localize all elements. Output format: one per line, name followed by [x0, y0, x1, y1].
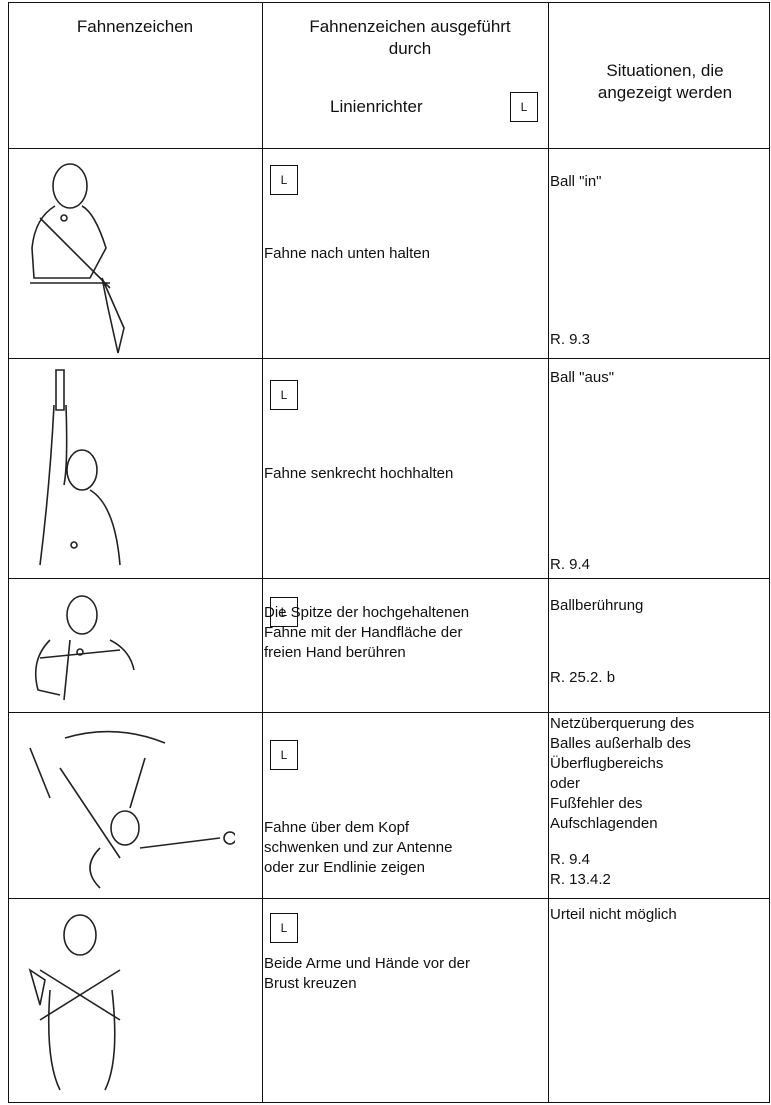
table-border: [8, 2, 9, 1103]
badge: L: [270, 740, 298, 770]
description-line: freien Hand berühren: [264, 644, 406, 661]
flag-signal-illustration: [30, 163, 125, 354]
table-border: [8, 712, 770, 713]
rule-reference: R. 25.2. b: [550, 669, 616, 686]
rule-reference: R. 9.3: [550, 331, 591, 348]
situation-line: Aufschlagenden: [550, 815, 658, 832]
header-cell: Fahnenzeichen ausgeführt durch: [309, 17, 511, 58]
situation-line: Balles außerhalb des: [550, 735, 691, 752]
flag-signal-illustration: [29, 730, 235, 889]
situation-line: Urteil nicht möglich: [550, 906, 677, 923]
badge: L: [510, 92, 538, 122]
description-line: Fahne senkrecht hochhalten: [264, 465, 454, 482]
situation-line: Ball "aus": [550, 369, 615, 386]
table-border: [769, 2, 770, 1103]
header-role: Linienrichter: [330, 97, 423, 116]
badge: L: [270, 597, 298, 627]
situation-line: Überflugbereichs: [550, 755, 664, 772]
table-border: [8, 1102, 770, 1103]
flag-signal-illustration: [39, 369, 121, 566]
table-border: [8, 358, 770, 359]
badge: L: [270, 165, 298, 195]
situation-line: Fußfehler des: [550, 795, 643, 812]
flag-signal-illustration: [28, 914, 121, 1091]
flag-signal-illustration: [34, 595, 135, 701]
header-cell: Fahnenzeichen: [76, 17, 194, 36]
description-line: Beide Arme und Hände vor der: [264, 955, 470, 972]
description-line: oder zur Endlinie zeigen: [264, 859, 425, 876]
rule-reference: R. 9.4: [550, 556, 591, 573]
description-line: Fahne nach unten halten: [264, 245, 430, 262]
description-line: Die Spitze der hochgehaltenen: [264, 604, 470, 621]
rule-reference: R. 9.4: [550, 851, 591, 868]
table-border: [8, 148, 770, 149]
badge: L: [270, 913, 298, 943]
situation-line: Ballberührung: [550, 597, 644, 614]
header-cell: Situationen, die angezeigt werden: [597, 61, 733, 102]
rule-reference: R. 13.4.2: [550, 871, 611, 888]
description-line: Fahne über dem Kopf: [264, 819, 410, 836]
table-border: [8, 2, 770, 3]
table-border: [262, 2, 263, 1103]
situation-line: Ball "in": [550, 173, 602, 190]
table-border: [8, 578, 770, 579]
table-border: [548, 2, 549, 1103]
description-line: schwenken und zur Antenne: [264, 839, 453, 856]
situation-line: Netzüberquerung des: [550, 715, 695, 732]
description-line: Fahne mit der Handfläche der: [264, 624, 463, 641]
table-border: [8, 898, 770, 899]
badge: L: [270, 380, 298, 410]
situation-line: oder: [550, 775, 581, 792]
description-line: Brust kreuzen: [264, 975, 357, 992]
